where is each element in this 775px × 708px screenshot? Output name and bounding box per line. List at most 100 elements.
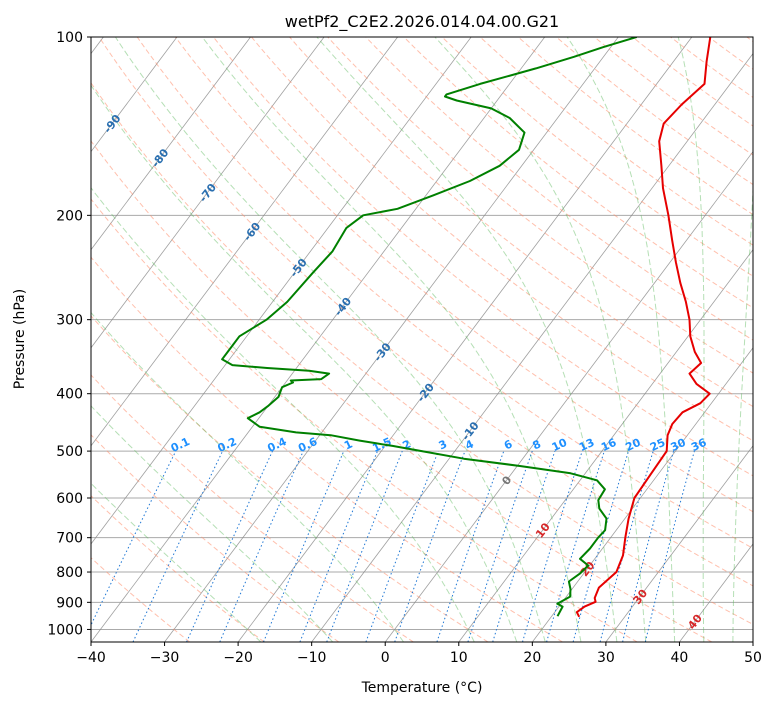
- y-tick-label: 500: [56, 444, 83, 460]
- mixing-ratio-line: [467, 450, 533, 642]
- mixing-ratio-line: [522, 450, 583, 642]
- isotherm-label: -30: [371, 340, 394, 364]
- x-tick-label: 0: [381, 650, 390, 666]
- x-tick-label: 10: [450, 650, 468, 666]
- mixing-ratio-label: 25: [648, 436, 667, 454]
- x-axis-label: Temperature (°C): [361, 680, 483, 696]
- dry-adiabat: [174, 37, 753, 513]
- dry-adiabat-lines: [91, 37, 753, 642]
- y-tick-label: 300: [56, 313, 83, 329]
- y-tick-label: 700: [56, 531, 83, 547]
- isotherm-line: [752, 641, 753, 642]
- dry-adiabat: [441, 37, 753, 277]
- y-tick-label: 600: [56, 491, 83, 507]
- isotherm-label: -20: [414, 381, 437, 405]
- mixing-ratio-label: 0.1: [169, 435, 192, 455]
- isotherm-label: -10: [459, 419, 482, 443]
- isotherm-line: [91, 37, 178, 153]
- isotherm-lines: [91, 37, 753, 642]
- x-tick-label: 50: [744, 650, 762, 666]
- isotherm-label: -70: [197, 181, 220, 205]
- dry-adiabat: [91, 256, 563, 642]
- x-axis-ticks: −40 −30 −20 −10 0 10 20 30 40 50: [76, 642, 762, 666]
- isotherm-label: -40: [332, 295, 355, 319]
- dry-adiabat: [365, 37, 753, 341]
- dry-adiabat: [213, 37, 753, 477]
- mixing-ratio-label: 0.6: [296, 435, 319, 455]
- isotherm-line: [91, 37, 325, 349]
- mixing-ratio-label: 30: [668, 436, 688, 454]
- mixing-ratio-line: [599, 450, 654, 642]
- dry-adiabat: [91, 434, 340, 642]
- isotherm-label: -80: [149, 146, 172, 170]
- dry-adiabat: [91, 374, 414, 642]
- mixing-ratio-line: [546, 450, 605, 642]
- dry-adiabat: [91, 557, 191, 642]
- dry-adiabat: [594, 37, 753, 156]
- mixing-ratio-line: [186, 450, 273, 642]
- moist-adiabat: [91, 84, 518, 642]
- y-tick-label: 1000: [47, 622, 83, 638]
- y-tick-label: 800: [56, 565, 83, 581]
- y-axis-label: Pressure (hPa): [12, 289, 28, 389]
- x-tick-label: 20: [523, 650, 541, 666]
- dry-adiabat: [708, 37, 753, 70]
- mixing-ratio-label: 3: [437, 437, 449, 452]
- moist-adiabat: [91, 186, 475, 642]
- mixing-ratio-line: [365, 450, 439, 642]
- isotherm-line: [91, 37, 398, 447]
- dry-adiabat: [327, 37, 753, 374]
- isotherm-label: -90: [101, 112, 124, 136]
- y-tick-label: 100: [56, 30, 83, 46]
- pressure-gridlines: [91, 37, 753, 630]
- isotherm-line: [237, 37, 693, 642]
- isotherm-label: 20: [578, 559, 598, 579]
- x-tick-label: −20: [223, 650, 253, 666]
- mixing-ratio-line: [436, 450, 505, 642]
- mixing-ratio-line: [622, 450, 675, 642]
- isotherm-line: [384, 150, 753, 642]
- moist-adiabat: [732, 180, 753, 642]
- mixing-ratio-line: [132, 450, 224, 642]
- dry-adiabat: [555, 37, 753, 186]
- dry-adiabat: [98, 37, 753, 587]
- isotherm-line: [91, 37, 251, 251]
- moist-adiabat: [566, 37, 676, 642]
- mixing-ratio-line: [219, 450, 304, 642]
- mixing-ratio-label: 13: [577, 436, 596, 454]
- isotherm-label: -100: [49, 78, 76, 108]
- mixing-ratio-line: [394, 450, 466, 642]
- dry-adiabat: [91, 495, 265, 642]
- moist-adiabat: [114, 37, 546, 642]
- mixing-ratio-line: [492, 450, 556, 642]
- mixing-ratio-line: [644, 450, 695, 642]
- mixing-ratio-label: 8: [531, 437, 543, 452]
- mixing-ratio-label: 10: [550, 436, 570, 454]
- mixing-ratio-label: 0.2: [216, 435, 239, 455]
- mixing-ratio-lines: [91, 450, 695, 642]
- dry-adiabat: [91, 82, 753, 625]
- dry-adiabat: [289, 37, 753, 408]
- mixing-ratio-label: 16: [599, 436, 619, 454]
- moist-adiabat: [91, 311, 405, 642]
- moist-adiabat: [91, 482, 262, 642]
- isotherm-line: [679, 543, 753, 642]
- mixing-ratio-label: 0.4: [265, 435, 288, 455]
- isotherm-label: -50: [287, 256, 310, 280]
- dry-adiabat: [670, 37, 753, 99]
- sounding-profiles: [221, 37, 712, 618]
- isotherm-line: [164, 37, 619, 642]
- isotherm-line: [458, 249, 753, 642]
- moist-adiabat: [434, 37, 647, 642]
- dry-adiabat: [746, 37, 753, 43]
- dry-adiabat: [251, 37, 753, 442]
- moist-adiabat: [316, 37, 618, 642]
- moist-adiabat: [677, 37, 705, 642]
- chart-title: wetPf2_C2E2.2026.014.04.00.G21: [285, 12, 559, 32]
- y-tick-label: 400: [56, 387, 83, 403]
- temperature-profile: [575, 37, 712, 618]
- isotherm-label: 30: [631, 587, 651, 607]
- isotherm-line: [605, 445, 753, 642]
- y-tick-label: 200: [56, 208, 83, 224]
